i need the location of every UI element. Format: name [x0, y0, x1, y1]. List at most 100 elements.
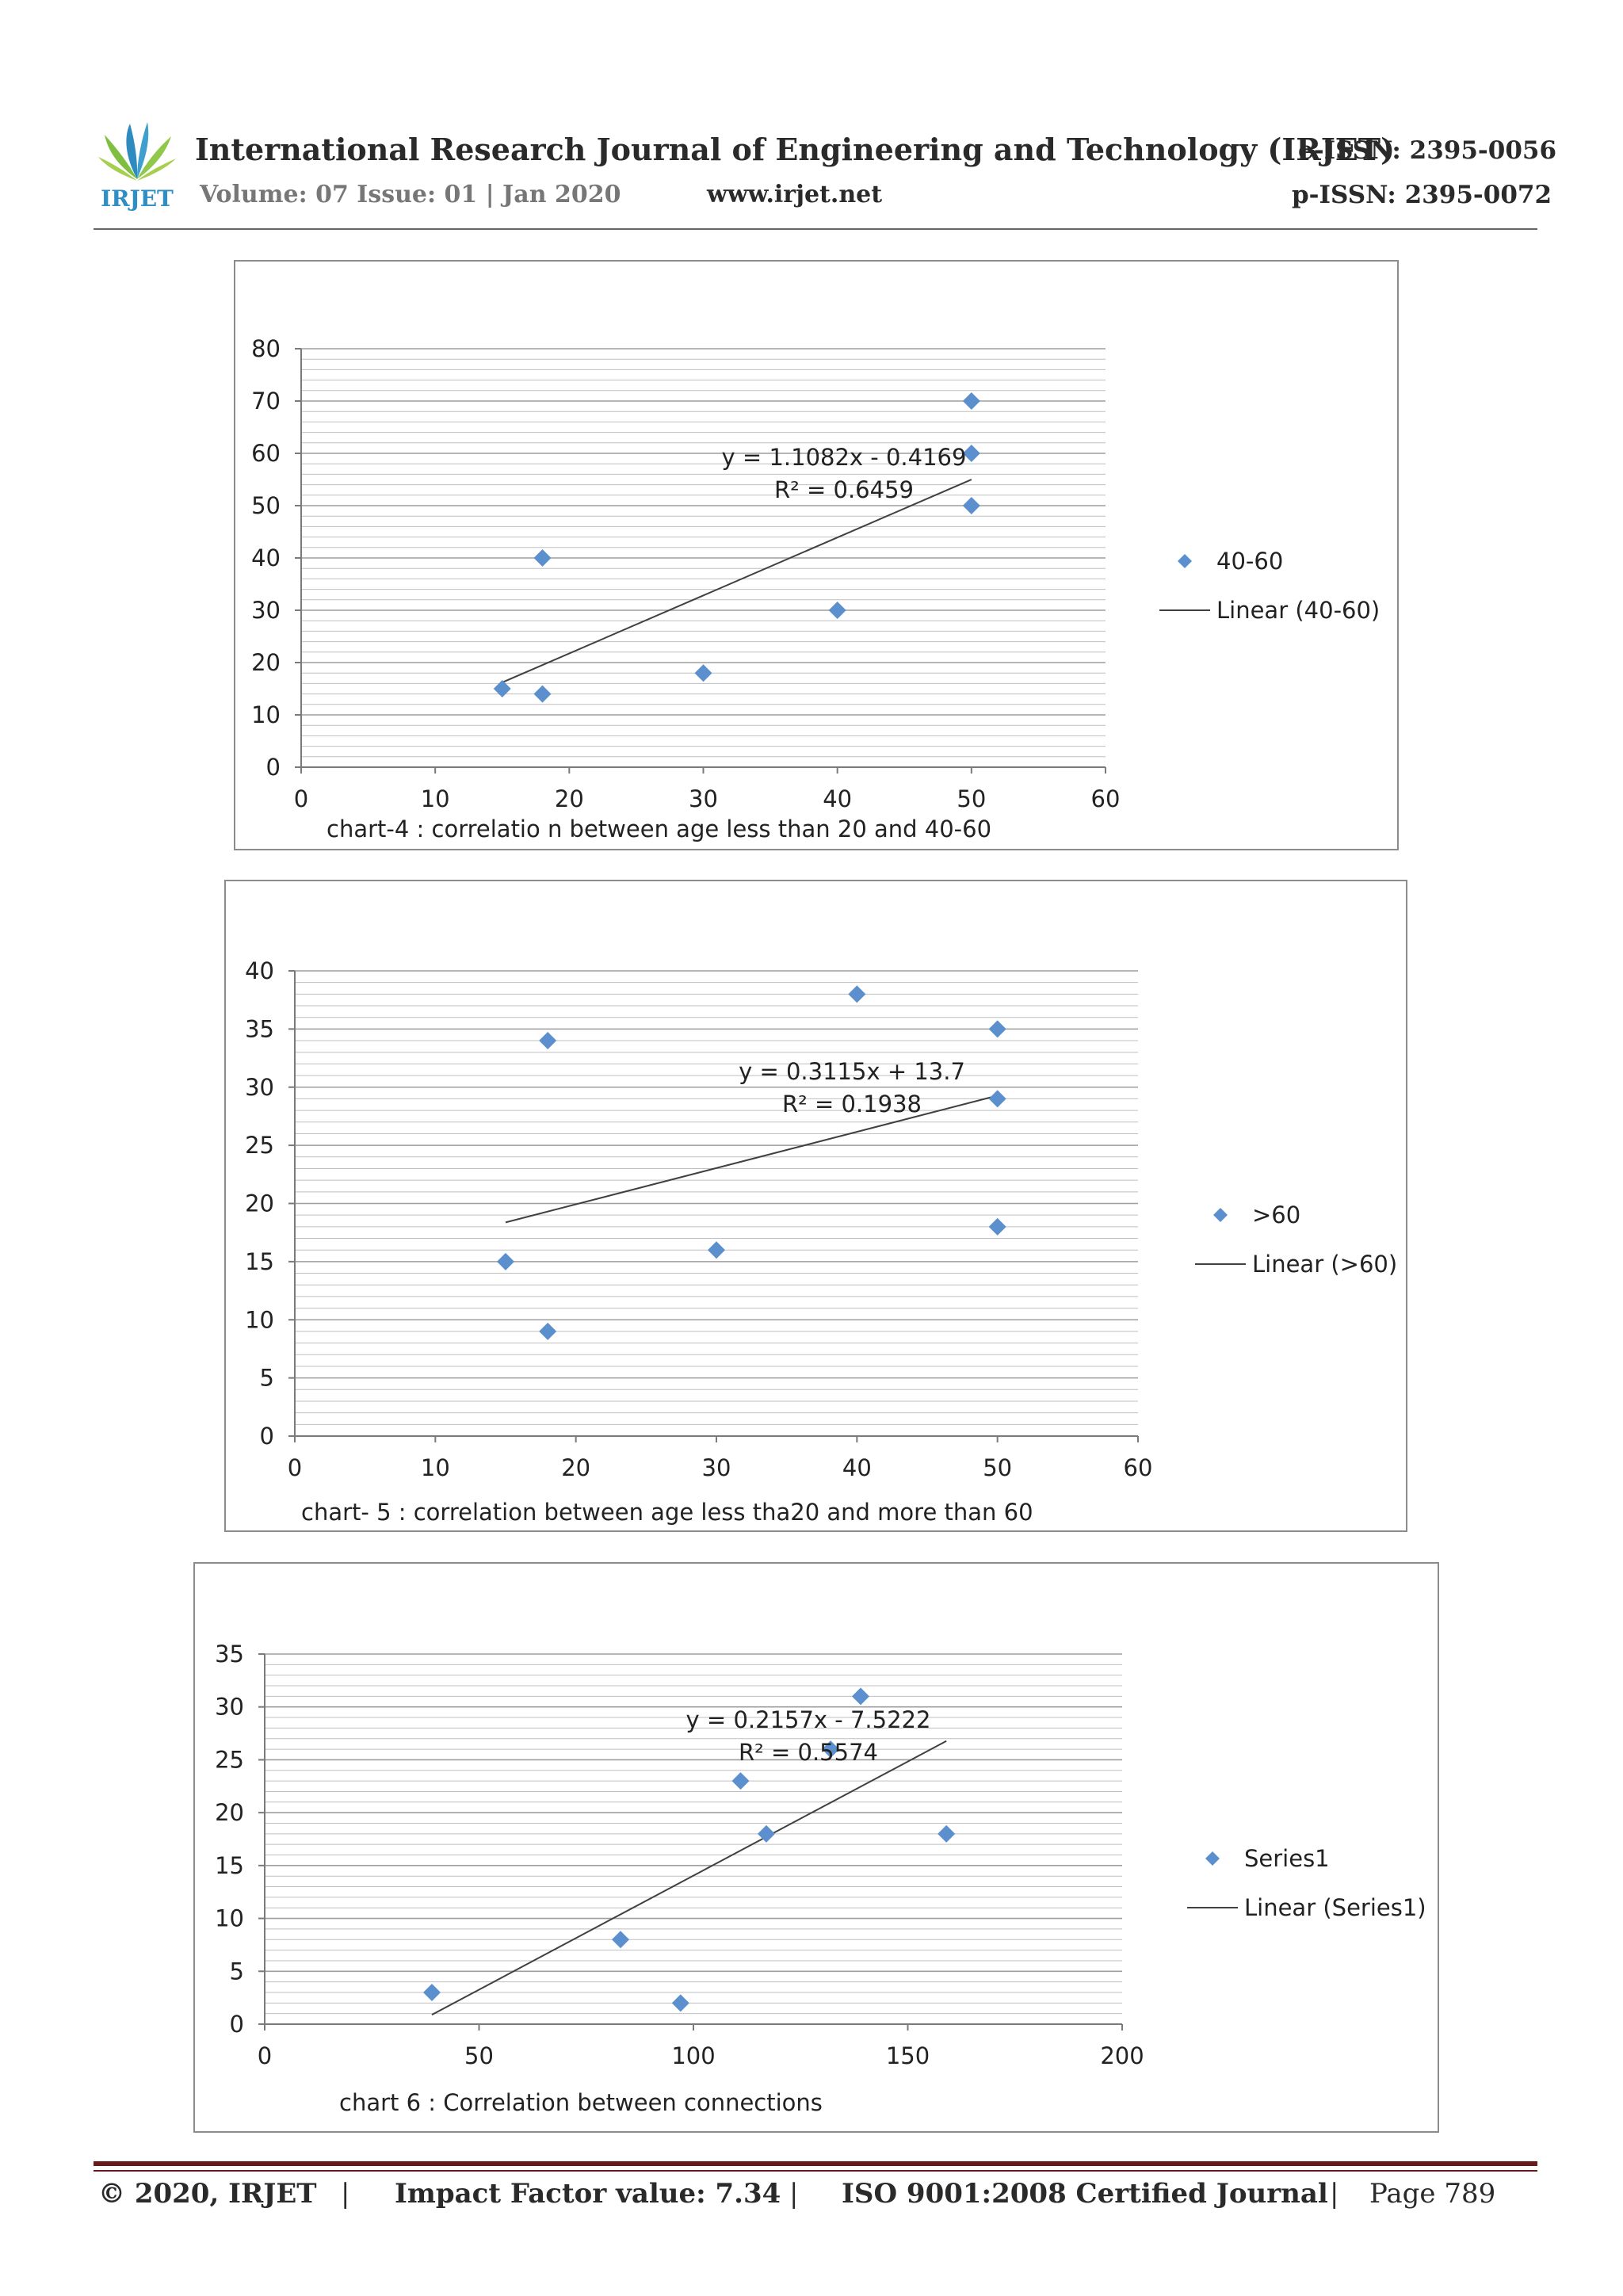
data-point	[988, 1217, 1006, 1236]
y-tick-label: 10	[251, 701, 281, 728]
trendline-equation: y = 0.3115x + 13.7	[739, 1058, 965, 1085]
data-point	[612, 1931, 630, 1949]
y-tick-label: 35	[245, 1015, 274, 1042]
data-point	[962, 497, 980, 514]
data-point	[757, 1824, 775, 1843]
footer-page-number: Page 789	[1369, 2178, 1496, 2210]
x-tick-label: 40	[823, 785, 852, 812]
trendline-equation: y = 0.2157x - 7.5222	[686, 1706, 931, 1733]
y-tick-label: 15	[215, 1852, 244, 1879]
volume-issue: Volume: 07 Issue: 01 | Jan 2020	[200, 181, 621, 208]
x-tick-label: 10	[421, 785, 450, 812]
legend-series-label: >60	[1252, 1201, 1300, 1228]
y-tick-label: 20	[245, 1190, 274, 1217]
y-tick-label: 20	[251, 649, 281, 676]
chart-5-frame	[224, 880, 1407, 1532]
y-tick-label: 15	[245, 1248, 274, 1275]
legend-series-label: 40-60	[1216, 548, 1283, 575]
footer-impact-factor: Impact Factor value: 7.34	[395, 2178, 781, 2210]
footer-divider-thick	[94, 2161, 1537, 2166]
x-tick-label: 100	[671, 2042, 715, 2069]
footer-separator: |	[341, 2178, 350, 2210]
logo-text: IRJET	[101, 185, 174, 212]
legend-trend-label: Linear (Series1)	[1244, 1894, 1426, 1921]
x-tick-label: 30	[702, 1454, 731, 1481]
y-tick-label: 10	[215, 1905, 244, 1932]
y-tick-label: 30	[245, 1074, 274, 1101]
y-tick-label: 30	[215, 1694, 244, 1721]
x-tick-label: 50	[957, 785, 986, 812]
chart-4-plot: 0 10 20 30 40 50 60 70 80 0 10 20 30 40 50 60 y = 1.1082…	[251, 335, 1380, 842]
data-point	[828, 602, 846, 619]
x-tick-label: 50	[983, 1454, 1012, 1481]
legend-marker	[1213, 1208, 1228, 1222]
footer-separator: |	[1330, 2178, 1339, 2210]
chart-6-frame	[193, 1562, 1439, 2133]
data-point	[731, 1772, 750, 1790]
y-tick-label: 10	[245, 1306, 274, 1333]
chart-6-plot: 0 5 10 15 20 25 30 35 0 50 100 150 200 y = 0.2157x - …	[215, 1641, 1426, 2116]
x-tick-label: 0	[294, 785, 308, 812]
y-tick-label: 35	[215, 1641, 244, 1668]
x-tick-label: 150	[886, 2042, 930, 2069]
leaf-icon	[98, 122, 176, 181]
trendline-equation: y = 1.1082x - 0.4169	[722, 444, 967, 471]
e-issn: e-ISSN: 2395-0056	[1298, 136, 1557, 165]
chart-caption: chart- 5 : correlation between age less …	[301, 1499, 1033, 1526]
legend-marker	[1205, 1851, 1220, 1866]
data-point	[708, 1241, 725, 1259]
data-point	[988, 1020, 1006, 1038]
y-tick-label: 5	[230, 1958, 244, 1985]
x-tick-label: 200	[1100, 2042, 1144, 2069]
footer-iso: ISO 9001:2008 Certified Journal	[842, 2178, 1328, 2210]
data-point	[848, 985, 866, 1003]
trendline	[505, 1095, 998, 1224]
y-tick-label: 0	[266, 754, 281, 781]
y-tick-label: 0	[230, 2011, 244, 2038]
chart-caption: chart-4 : correlatio n between age less …	[327, 816, 991, 842]
legend-marker	[1178, 554, 1192, 568]
journal-title: International Research Journal of Engine…	[195, 132, 1395, 167]
x-tick-label: 30	[689, 785, 718, 812]
data-point	[694, 664, 712, 682]
y-tick-label: 40	[251, 544, 281, 571]
y-tick-label: 30	[251, 597, 281, 624]
trendline	[431, 1740, 947, 2016]
data-point	[671, 1994, 689, 2012]
x-tick-label: 60	[1124, 1454, 1153, 1481]
data-point	[539, 1032, 557, 1050]
chart-4-frame	[234, 260, 1399, 850]
y-tick-label: 0	[260, 1423, 274, 1450]
data-point	[851, 1687, 869, 1706]
data-point	[962, 445, 980, 462]
trendline	[502, 479, 972, 683]
data-point	[422, 1983, 441, 2001]
data-point	[493, 680, 511, 697]
data-point	[539, 1322, 557, 1340]
footer-copyright: © 2020, IRJET	[98, 2178, 317, 2210]
legend-series-label: Series1	[1244, 1845, 1330, 1872]
footer-separator: |	[789, 2178, 799, 2210]
y-tick-label: 5	[260, 1365, 274, 1392]
y-tick-label: 80	[251, 335, 281, 362]
y-tick-label: 60	[251, 440, 281, 467]
data-point	[822, 1740, 840, 1759]
trendline-r2: R² = 0.5574	[739, 1739, 878, 1766]
data-point	[938, 1824, 956, 1843]
x-tick-label: 10	[421, 1454, 450, 1481]
data-point	[497, 1252, 514, 1270]
chart-5-plot: 0 5 10 15 20 25 30 35 40 0 10 20 30 40 50 60 y = 0.3115x…	[245, 957, 1397, 1526]
y-tick-label: 40	[245, 957, 274, 984]
x-tick-label: 60	[1091, 785, 1121, 812]
x-tick-label: 20	[555, 785, 584, 812]
x-tick-label: 40	[842, 1454, 872, 1481]
website-link[interactable]: www.irjet.net	[707, 181, 883, 208]
y-tick-label: 25	[245, 1132, 274, 1159]
footer-divider-thin	[94, 2170, 1537, 2172]
chart-caption: chart 6 : Correlation between connection…	[339, 2089, 823, 2116]
data-point	[533, 549, 552, 567]
x-tick-label: 20	[561, 1454, 590, 1481]
x-tick-label: 0	[288, 1454, 302, 1481]
irjet-logo: IRJET	[98, 122, 176, 212]
